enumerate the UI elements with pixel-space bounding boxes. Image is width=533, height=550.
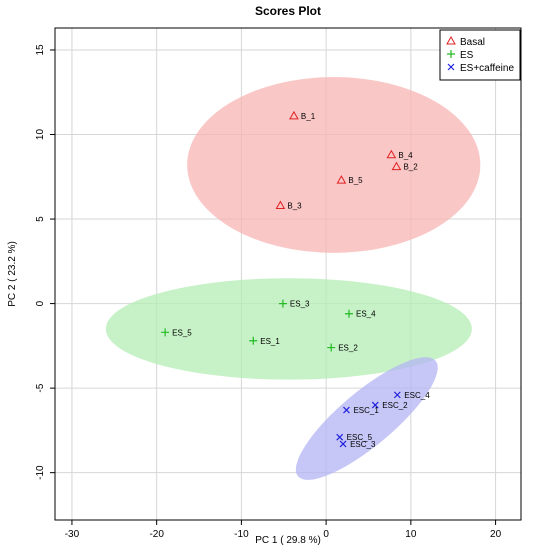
point-label: ESC_3 [350,440,376,449]
triangle-marker [446,35,456,45]
point-label: ES_2 [338,344,358,353]
point-label: ESC_2 [382,401,408,410]
cross-marker [343,406,350,414]
x-tick-label: 0 [323,529,329,540]
triangle-marker [289,110,299,120]
point-label: ES_3 [290,300,310,309]
triangle-marker [391,161,402,171]
plot-area: -30 -20 -10 0 10 20 -10 -5 0 5 10 15 B_1 B_4 B_2 B_5 B_3… [35,27,522,540]
point-label: ES_5 [172,328,192,337]
y-axis-label: PC 2 ( 23.2 %) [7,241,18,307]
x-tick-label: 20 [490,529,502,540]
point-label: B_4 [398,151,413,160]
series-es: ES_3 ES_4 ES_5 ES_1 ES_2 [161,300,376,353]
plus-marker [161,328,170,337]
y-tick-label: -10 [35,465,46,480]
point-label: B_1 [301,112,316,121]
series-basal: B_1 B_4 B_2 B_5 B_3 [275,110,418,211]
x-tick-label: 10 [405,529,417,540]
cross-marker [371,401,379,409]
x-tick-label: -30 [65,529,80,540]
plot-frame [54,27,522,521]
confidence-ellipse [187,77,481,253]
y-tick-label: -5 [35,383,46,392]
point-label: B_3 [287,202,302,211]
plus-marker [447,50,455,58]
cross-marker [336,433,344,441]
y-tick-label: 0 [35,300,46,306]
cross-marker [393,391,401,399]
legend: Basal ES ES+caffeine [439,29,521,81]
triangle-marker [275,200,286,210]
point-label: B_2 [403,163,418,172]
cross-marker [447,63,455,71]
point-label: ESC_4 [404,391,430,400]
point-label: ES_4 [356,310,376,319]
y-tick-label: 15 [35,44,46,56]
point-label: ESC_1 [353,406,379,415]
ellipse-group [105,77,481,480]
x-tick-label: -20 [149,529,164,540]
chart-title: Scores Plot [255,4,321,18]
plus-marker [278,299,287,308]
plus-marker [345,309,354,318]
plus-marker [249,336,258,345]
legend-entry: Basal [460,37,485,48]
legend-entry: ES+caffeine [460,63,514,74]
x-tick-label: -10 [234,529,249,540]
legend-entry: ES [460,50,474,61]
point-label: B_5 [348,176,363,185]
y-tick-label: 5 [35,216,46,222]
x-axis-label: PC 1 ( 29.8 %) [255,535,321,546]
triangle-marker [336,175,347,184]
cross-marker [339,440,347,448]
confidence-ellipse [105,278,472,380]
y-tick-label: 10 [35,129,46,141]
legend-box [439,29,521,81]
point-label: ESC_5 [347,433,373,442]
point-label: ES_1 [260,337,280,346]
triangle-marker [386,149,397,159]
plus-marker [327,343,336,352]
confidence-ellipse [295,357,438,480]
